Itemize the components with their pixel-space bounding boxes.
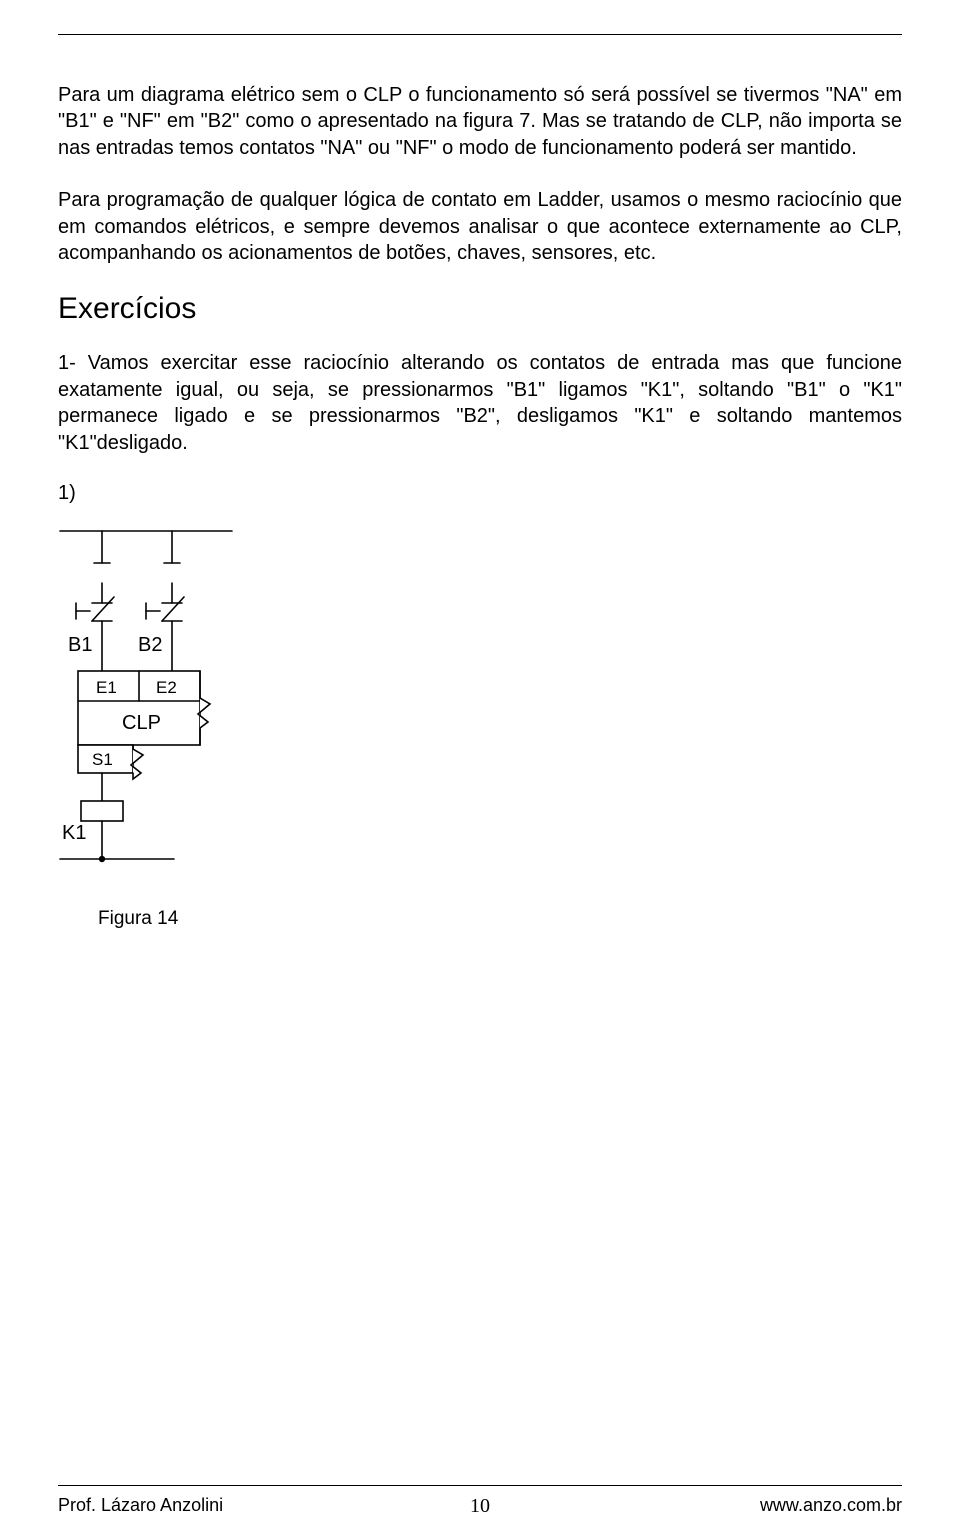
- footer-horizontal-rule: [58, 1485, 902, 1486]
- footer-url: www.anzo.com.br: [760, 1495, 902, 1516]
- svg-text:B2: B2: [138, 634, 162, 656]
- svg-text:K1: K1: [62, 822, 86, 844]
- svg-text:CLP: CLP: [122, 712, 161, 734]
- exercise-1-text: 1- Vamos exercitar esse raciocínio alter…: [58, 350, 902, 456]
- circuit-diagram-figure-14: B1 B2 E1 E2 CLP S1 K1 Figura 14: [54, 523, 902, 930]
- top-horizontal-rule: [58, 34, 902, 35]
- paragraph-1: Para um diagrama elétrico sem o CLP o fu…: [58, 82, 902, 161]
- footer-author: Prof. Lázaro Anzolini: [58, 1495, 223, 1516]
- paragraph-2: Para programação de qualquer lógica de c…: [58, 187, 902, 266]
- circuit-svg: B1 B2 E1 E2 CLP S1 K1: [54, 523, 264, 883]
- exercises-heading: Exercícios: [58, 292, 902, 326]
- svg-text:B1: B1: [68, 634, 92, 656]
- svg-text:E1: E1: [96, 678, 117, 697]
- svg-text:E2: E2: [156, 678, 177, 697]
- svg-text:S1: S1: [92, 750, 113, 769]
- page-content: Para um diagrama elétrico sem o CLP o fu…: [58, 82, 902, 930]
- exercise-number-1: 1): [58, 482, 902, 505]
- page-footer: Prof. Lázaro Anzolini 10 www.anzo.com.br: [58, 1495, 902, 1516]
- figure-caption: Figura 14: [98, 908, 902, 930]
